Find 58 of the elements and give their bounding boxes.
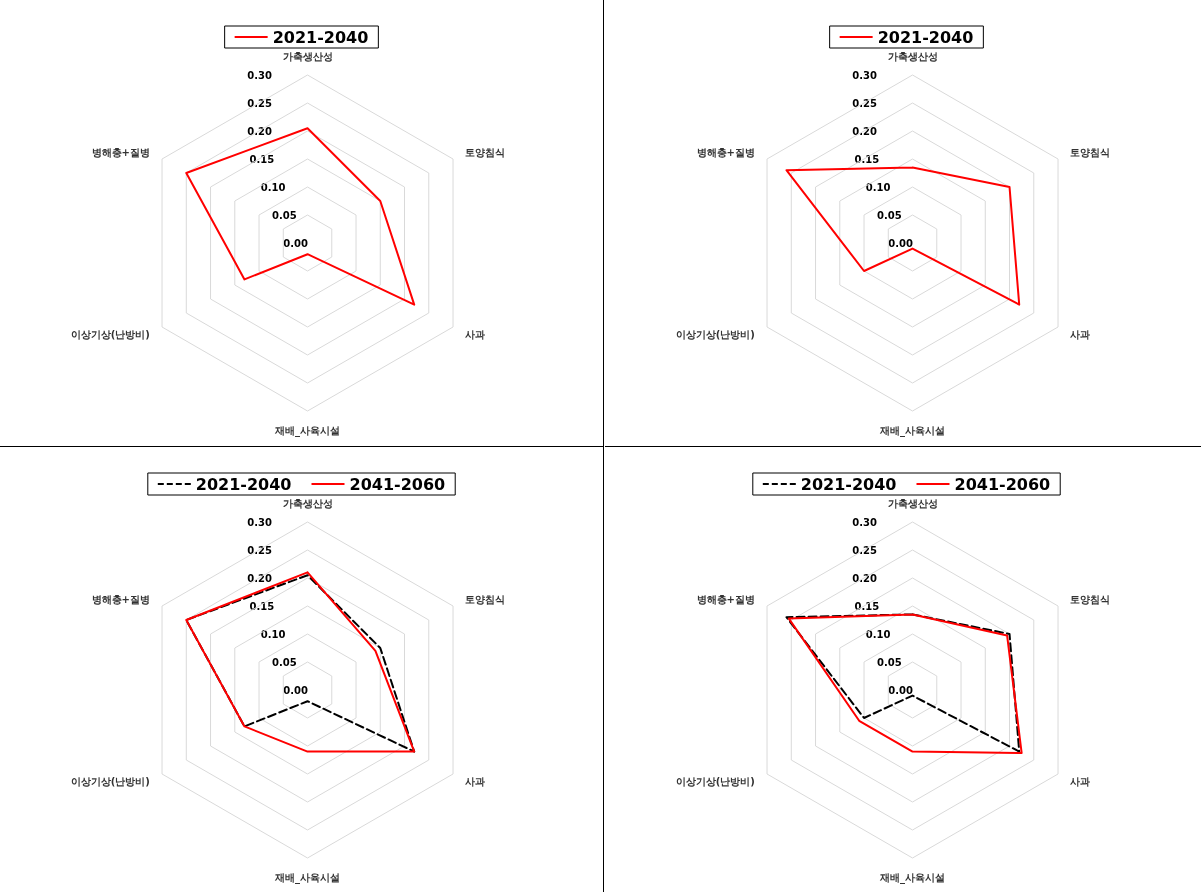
spoke-label: 토양침식 [465,593,506,605]
y-tick-label: 0.05 [876,656,902,668]
spoke-label: 이상기상(난방비) [70,328,150,340]
y-tick-label: 0.20 [247,125,272,137]
spoke-label: 가축생산성 [887,50,938,62]
y-tick-label: 0.05 [271,656,297,668]
spoke-label: 가축생산성 [887,497,938,509]
y-tick-label: 0.10 [260,628,286,640]
y-tick-label: 0.25 [852,97,877,109]
y-tick-label: 0.25 [247,97,272,109]
spoke-label: 토양침식 [465,146,506,158]
spoke-label: 사과 [1070,775,1091,787]
y-tick-label: 0.30 [247,516,272,528]
y-tick-label: 0.15 [249,153,275,165]
legend-label: 2041-2060 [954,474,1051,494]
y-tick-label: 0.10 [865,181,891,193]
y-tick-label: 0.20 [852,572,877,584]
spoke-label: 사과 [465,775,486,787]
y-tick-label: 0.10 [260,181,286,193]
spoke-label: 가축생산성 [282,50,333,62]
spoke-label: 병해충+질병 [91,146,150,158]
y-tick-label: 0.30 [247,69,272,81]
spoke-label: 재배_사육시설 [879,871,946,884]
y-tick-label: 0.25 [247,544,272,556]
y-tick-label: 0.00 [283,237,308,249]
legend-label: 2041-2060 [349,474,446,494]
spoke-label: 토양침식 [1070,146,1111,158]
y-tick-label: 0.00 [888,237,913,249]
spoke-label: 재배_사육시설 [274,424,341,437]
spoke-label: 이상기상(난방비) [675,328,755,340]
spoke-label: 사과 [1070,328,1091,340]
spoke-label: 이상기상(난방비) [675,775,755,787]
y-tick-label: 0.25 [852,544,877,556]
y-tick-label: 0.00 [283,684,308,696]
spoke-label: 토양침식 [1070,593,1111,605]
spoke-label: 가축생산성 [282,497,333,509]
y-tick-label: 0.15 [249,600,275,612]
spoke-label: 재배_사육시설 [274,871,341,884]
spoke-label: 병해충+질병 [696,146,755,158]
spoke-label: 이상기상(난방비) [70,775,150,787]
spoke-label: 병해충+질병 [696,593,755,605]
spoke-label: 사과 [465,328,486,340]
legend-label: 2021-2040 [800,474,897,494]
spoke-label: 병해충+질병 [91,593,150,605]
y-tick-label: 0.30 [852,516,877,528]
y-tick-label: 0.10 [865,628,891,640]
legend-label: 2021-2040 [195,474,292,494]
spoke-label: 재배_사육시설 [879,424,946,437]
y-tick-label: 0.30 [852,69,877,81]
y-tick-label: 0.20 [247,572,272,584]
y-tick-label: 0.15 [854,153,880,165]
y-tick-label: 0.20 [852,125,877,137]
legend-label: 2021-2040 [877,27,974,47]
y-tick-label: 0.05 [271,209,297,221]
y-tick-label: 0.15 [854,600,880,612]
y-tick-label: 0.00 [888,684,913,696]
legend-label: 2021-2040 [272,27,369,47]
y-tick-label: 0.05 [876,209,902,221]
